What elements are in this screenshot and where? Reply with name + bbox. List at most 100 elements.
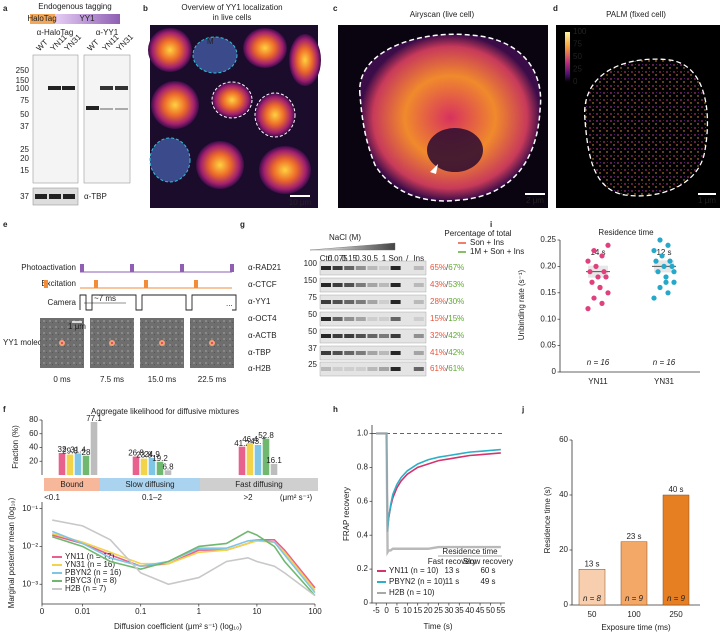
cell	[243, 28, 287, 68]
point	[651, 295, 657, 301]
cell	[151, 81, 199, 129]
x-tick-label: 1	[197, 607, 202, 616]
percentage-value: 28%	[430, 297, 446, 306]
value-label: 23 s	[626, 532, 641, 541]
range-label: <0.1	[44, 493, 60, 502]
frame-label: 22.5 ms	[198, 375, 226, 384]
band	[355, 334, 366, 338]
tag-label: YY1	[79, 14, 95, 23]
point	[667, 258, 673, 264]
percentage-value: 65%	[430, 263, 446, 272]
category-label: Bound	[60, 480, 83, 489]
mw-label: 75	[20, 96, 29, 105]
percentage-value: 61%	[448, 364, 464, 373]
mw-label: 25	[20, 145, 29, 154]
panel-c-image	[338, 25, 548, 208]
blot	[319, 260, 427, 276]
band	[413, 317, 424, 321]
percentage-value: 53%	[448, 280, 464, 289]
series-line	[51, 530, 316, 597]
band	[413, 300, 424, 304]
axis-label: NaCl (M)	[329, 233, 361, 242]
band	[367, 351, 378, 355]
cell	[192, 36, 238, 74]
percentage-value: 15%	[430, 314, 446, 323]
scale-label: 1 μm	[68, 322, 86, 331]
bar	[148, 457, 156, 475]
point	[595, 274, 601, 280]
band	[332, 367, 343, 371]
y-tick-label: 0.25	[540, 235, 556, 244]
band	[49, 194, 61, 199]
legend-column: Fast recovery	[428, 557, 476, 566]
bar	[246, 443, 254, 475]
y-tick-label: 0.8	[357, 462, 369, 471]
lane-label: Ins	[413, 254, 424, 263]
point	[587, 269, 593, 275]
mw-label: 37	[308, 344, 317, 353]
legend-entry: H2B (n = 10)	[389, 588, 435, 597]
tag-label: HaloTag	[27, 14, 56, 23]
percentage-value: 42%	[448, 331, 464, 340]
row-label: YY1 molecule	[3, 338, 53, 347]
point	[665, 242, 671, 248]
y-tick-label: 10⁻³	[22, 579, 38, 588]
series-line	[376, 432, 501, 527]
separator: /	[446, 364, 449, 373]
x-tick-label: YN11	[588, 377, 608, 386]
halotag-box	[30, 14, 55, 24]
pulse	[80, 264, 84, 272]
x-axis-label: Exposure time (ms)	[601, 623, 671, 632]
arrowhead	[430, 164, 438, 174]
mw-label: 75	[308, 293, 317, 302]
point	[663, 279, 669, 285]
ellipsis: ...	[226, 299, 233, 308]
point	[671, 279, 677, 285]
band	[367, 283, 378, 287]
frame-label: 15.0 ms	[148, 375, 176, 384]
percentage-value: 30%	[448, 297, 464, 306]
x-tick-label: 100	[627, 610, 641, 619]
scale-label: 2 μm	[526, 196, 544, 205]
range-label: 0.1–2	[142, 493, 163, 502]
panel-letter: h	[333, 405, 338, 414]
mw-label: 150	[304, 276, 318, 285]
bar	[578, 569, 606, 606]
legend-entry: PBYN2 (n = 10)	[389, 577, 446, 586]
legend-entry: YN11 (n = 10)	[389, 566, 439, 575]
pulse	[230, 264, 234, 272]
panel-title: Endogenous tagging	[38, 2, 111, 11]
n-label: n = 9	[625, 594, 644, 603]
y-tick-label: 0.10	[540, 314, 556, 323]
x-tick-label: 0.01	[75, 607, 91, 616]
antibody-label: α-TBP	[248, 348, 271, 357]
pulse	[180, 264, 184, 272]
value-label: 52.8	[258, 431, 274, 440]
category-label: Slow diffusing	[125, 480, 174, 489]
cell	[254, 92, 296, 138]
annotation: 12 s	[656, 248, 671, 257]
lane-label: 0.5	[367, 254, 379, 263]
y-tick-label: 10⁻²	[22, 542, 38, 551]
point	[657, 237, 663, 243]
band	[321, 367, 331, 371]
percentage: 65%/67%	[430, 263, 464, 272]
blot	[319, 277, 427, 293]
percentage: 43%/53%	[430, 280, 464, 289]
point	[589, 279, 595, 285]
x-tick-label: 0	[40, 607, 45, 616]
point	[661, 263, 667, 269]
separator: /	[446, 263, 449, 272]
band	[344, 351, 355, 355]
value-label: 6.8	[162, 462, 174, 471]
legend-entry: PBYC3 (n = 8)	[65, 576, 117, 585]
chart-title: Residence time	[598, 228, 654, 237]
band	[321, 351, 331, 355]
percentage-value: 32%	[430, 331, 446, 340]
band	[390, 334, 401, 338]
band	[332, 334, 343, 338]
value-label: 26.8	[128, 449, 144, 458]
antibody-label: α-H2B	[248, 364, 271, 373]
y-tick-label: 40	[29, 443, 38, 452]
